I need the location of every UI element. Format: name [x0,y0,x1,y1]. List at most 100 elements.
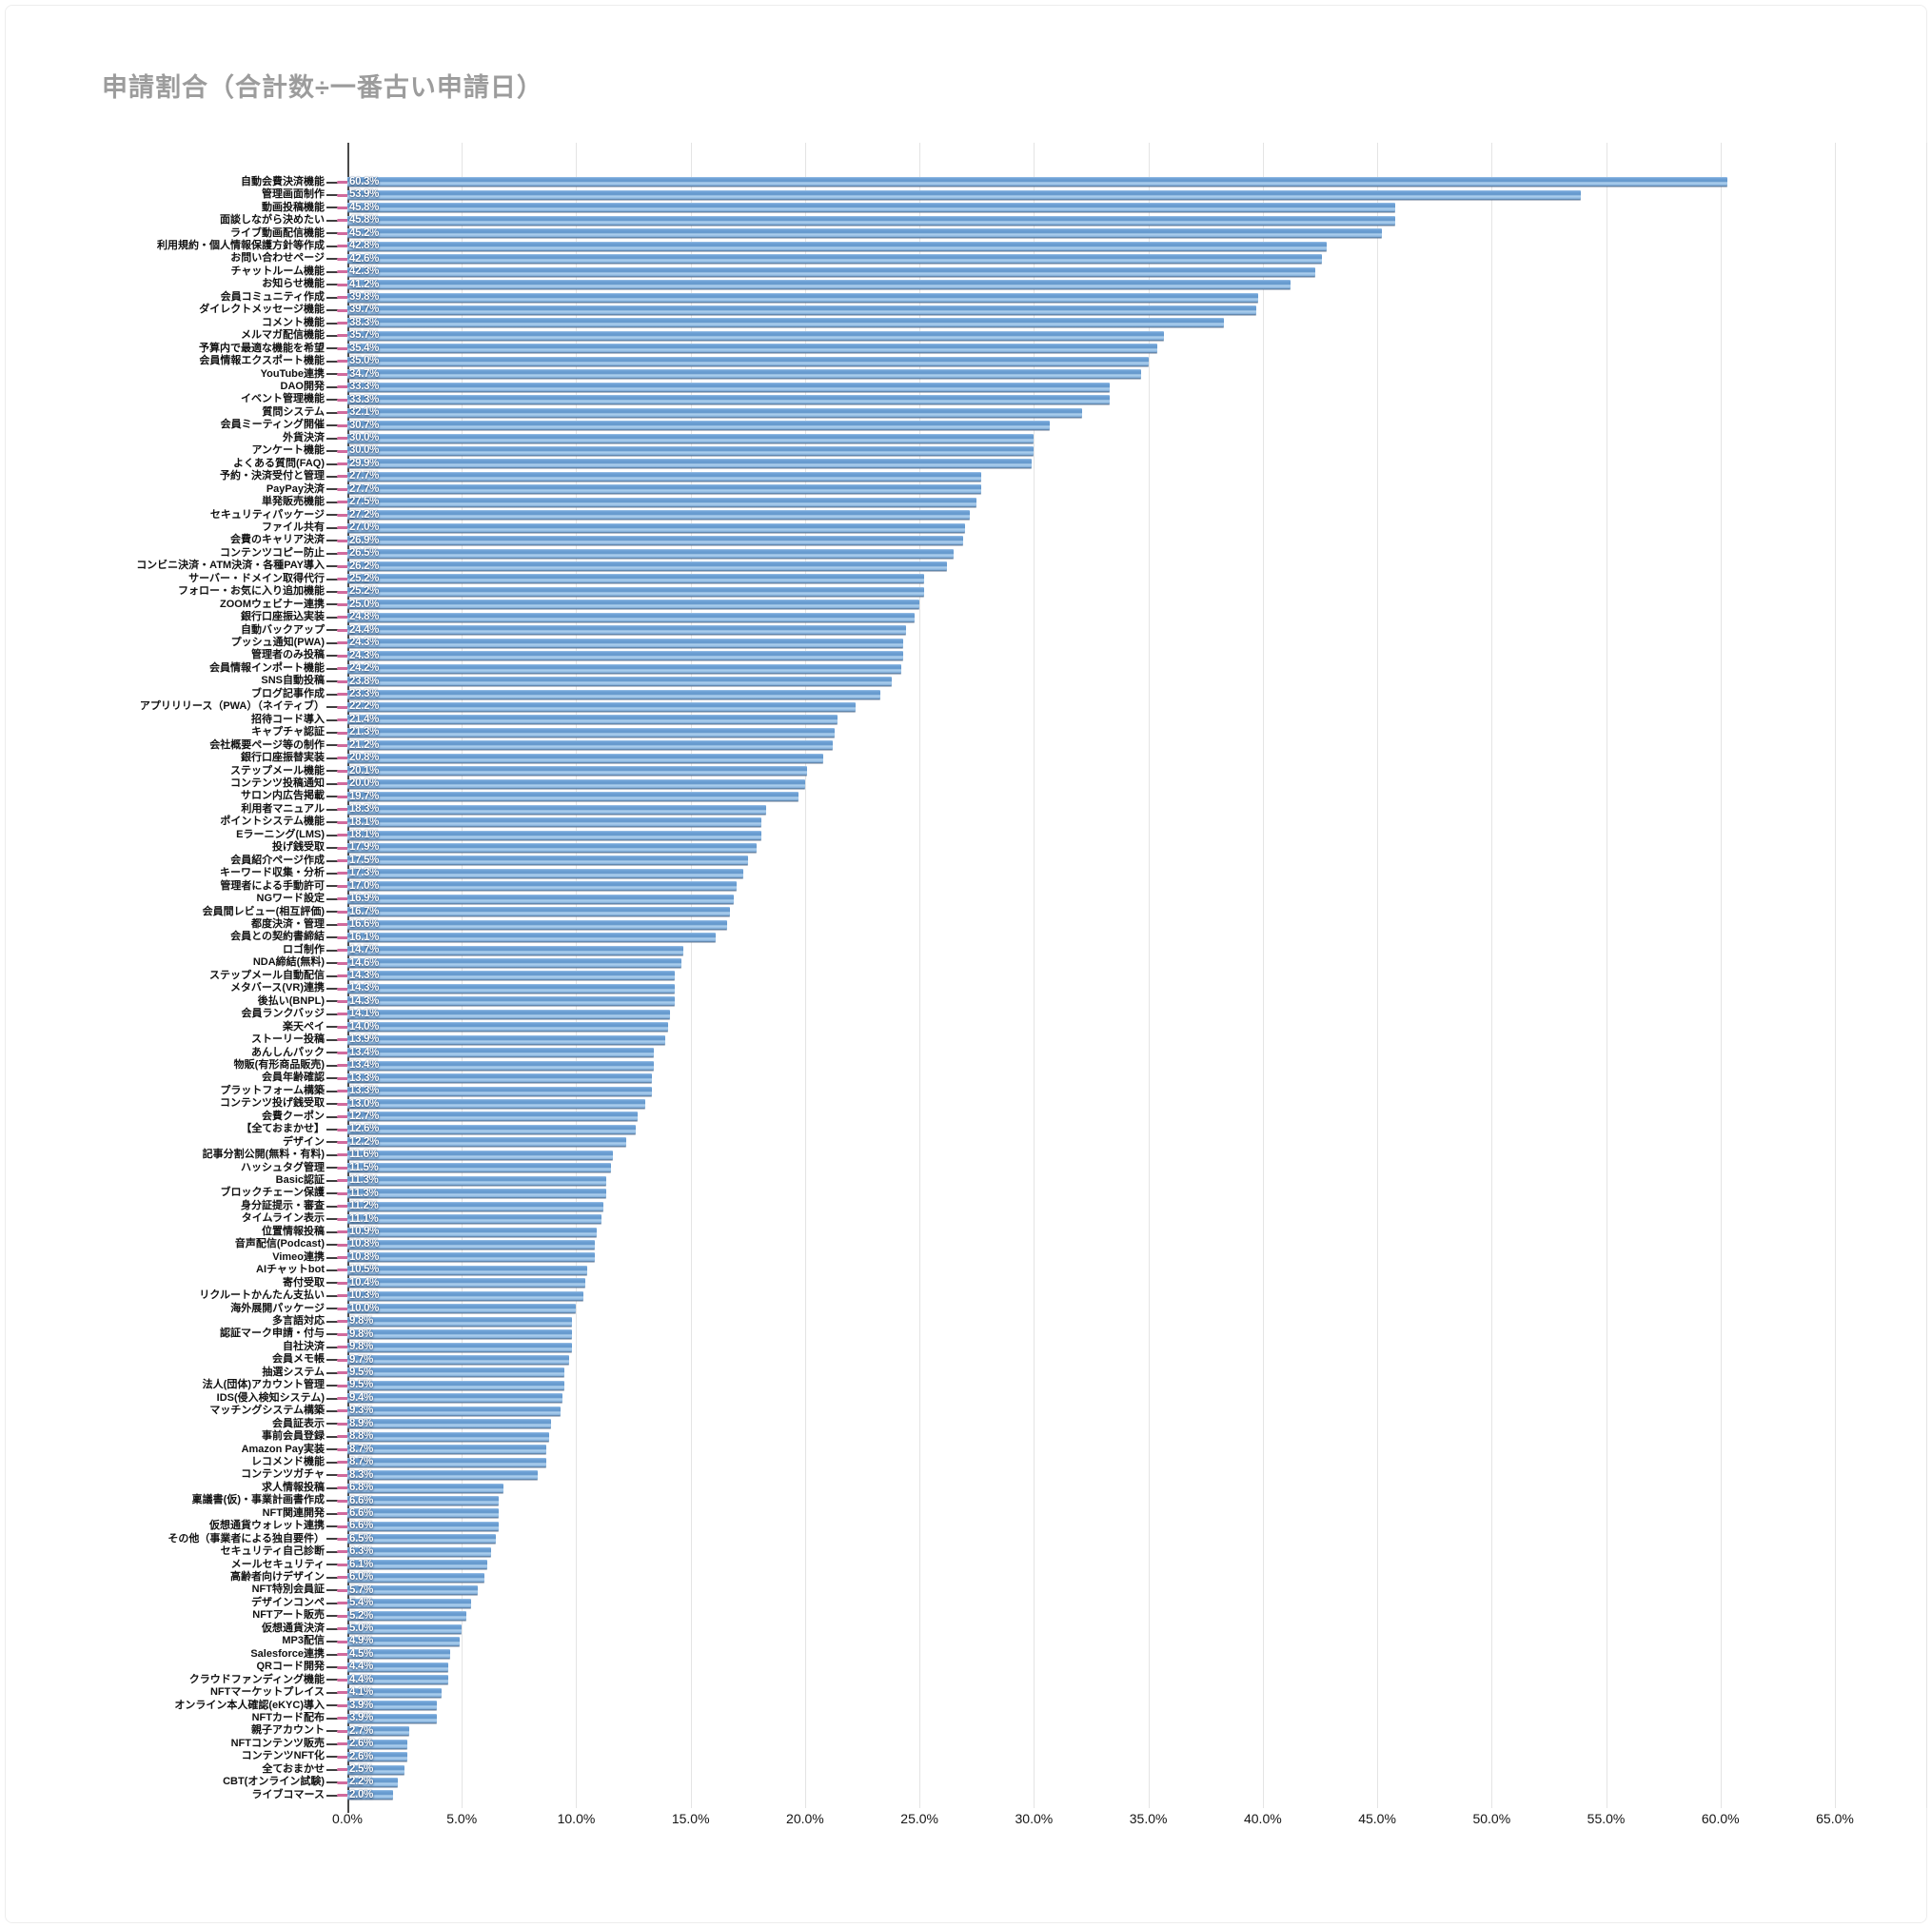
series-marker [337,296,351,300]
series-marker [337,1447,351,1451]
series-marker [337,1780,351,1784]
bar: 45.8% [347,214,1396,226]
category-label: よくある質問(FAQ) [233,457,325,469]
value-label: 4.4% [349,1673,374,1685]
category-tick [326,1026,340,1029]
category-tick [326,1371,340,1374]
bar: 21.2% [347,739,833,751]
category-tick [326,974,340,977]
category-tick [326,949,340,952]
category-tick [326,424,340,427]
bar-row: NFT関連開発 6.6% [0,1507,1932,1520]
category-label: 予約・決済受付と管理 [220,470,325,482]
category-label: 予算内で最適な機能を希望 [199,342,325,354]
series-marker [337,1051,351,1054]
value-label: 30.0% [349,432,380,443]
value-label: 9.3% [349,1405,374,1417]
bar-row: セキュリティ自己診断 6.3% [0,1545,1932,1558]
category-tick [326,1346,340,1348]
series-marker [337,219,351,223]
category-tick [326,1602,340,1604]
category-label: 外貨決済 [283,431,325,443]
bar-row: コンテンツ投げ銭受取 13.0% [0,1097,1932,1110]
value-label: 8.7% [349,1456,374,1468]
category-label: Eラーニング(LMS) [236,828,325,840]
series-marker [337,193,351,197]
series-marker [337,961,351,965]
series-marker [337,1140,351,1144]
series-marker [337,1729,351,1733]
bar-row: ポイントシステム機能 18.1% [0,816,1932,828]
category-tick [326,347,340,350]
bar-row: 管理者のみ投稿 24.3% [0,649,1932,661]
bar: 9.5% [347,1379,565,1390]
series-marker [337,935,351,939]
bar-row: プラットフォーム構築 13.3% [0,1085,1932,1097]
series-marker [337,1179,351,1183]
category-tick [326,1768,340,1771]
bar-row: 会員との契約書締結 16.1% [0,931,1932,943]
bar-row: フォロー・お気に入り追加機能 25.2% [0,585,1932,598]
bar: 25.2% [347,585,924,597]
category-tick [326,1000,340,1003]
value-label: 20.8% [349,752,380,764]
series-marker [337,859,351,863]
series-marker [337,1435,351,1439]
series-marker [337,1191,351,1195]
bar-row: あんしんパック 13.4% [0,1047,1932,1059]
x-tick-label: 60.0% [1701,1811,1740,1826]
bar: 6.6% [347,1507,499,1519]
series-marker [337,1320,351,1324]
series-marker [337,1794,351,1798]
value-label: 11.5% [349,1161,379,1173]
series-marker [337,308,351,312]
value-label: 3.9% [349,1699,374,1711]
bar-row: ブロックチェーン保護 11.3% [0,1187,1932,1199]
value-label: 2.6% [349,1738,374,1750]
bar-row: ZOOMウェビナー連携 25.0% [0,599,1932,611]
bar-row: 仮想通貨ウォレット連携 6.6% [0,1520,1932,1532]
value-label: 10.9% [349,1226,380,1238]
category-label: デザイン [283,1135,325,1148]
category-label: ステップメール機能 [230,764,325,777]
value-label: 26.2% [349,560,380,572]
bar-row: 認証マーク申請・付与 9.8% [0,1328,1932,1340]
bar-row: 音声配信(Podcast) 10.8% [0,1238,1932,1250]
category-tick [326,194,340,197]
series-marker [337,346,351,350]
series-marker [337,1025,351,1029]
category-tick [326,1474,340,1477]
category-label: コンテンツガチャ [241,1468,325,1481]
value-label: 26.5% [349,547,380,560]
series-marker [337,564,351,568]
value-label: 24.4% [349,623,380,636]
bar: 53.9% [347,188,1582,200]
series-marker [337,974,351,978]
bar: 25.2% [347,573,924,584]
category-label: コメント機能 [262,316,325,328]
bar-row: メールセキュリティ 6.1% [0,1559,1932,1571]
bar-row: 会員情報エクスポート機能 35.0% [0,355,1932,367]
value-label: 6.1% [349,1558,374,1570]
value-label: 6.6% [349,1520,374,1532]
bar: 10.8% [347,1238,595,1249]
category-label: 自動会費決済機能 [241,175,325,187]
gridline [1034,143,1035,1808]
value-label: 60.3% [349,175,380,187]
category-label: 会費のキャリア決済 [230,534,325,546]
bar: 4.4% [347,1673,448,1685]
series-marker [337,437,351,441]
series-marker [337,245,351,248]
bar-row: 単発販売機能 27.5% [0,496,1932,508]
category-tick [326,232,340,235]
value-label: 2.2% [349,1776,374,1788]
category-label: 法人(団体)アカウント管理 [202,1379,325,1391]
category-label: 求人情報投稿 [262,1481,325,1493]
category-label: 楽天ペイ [283,1020,325,1033]
value-label: 18.3% [349,803,380,816]
bar: 3.9% [347,1699,437,1711]
category-label: 面談しながら決めたい [220,214,325,226]
bar: 26.5% [347,547,955,560]
value-label: 45.8% [349,214,380,226]
category-tick [326,782,340,785]
